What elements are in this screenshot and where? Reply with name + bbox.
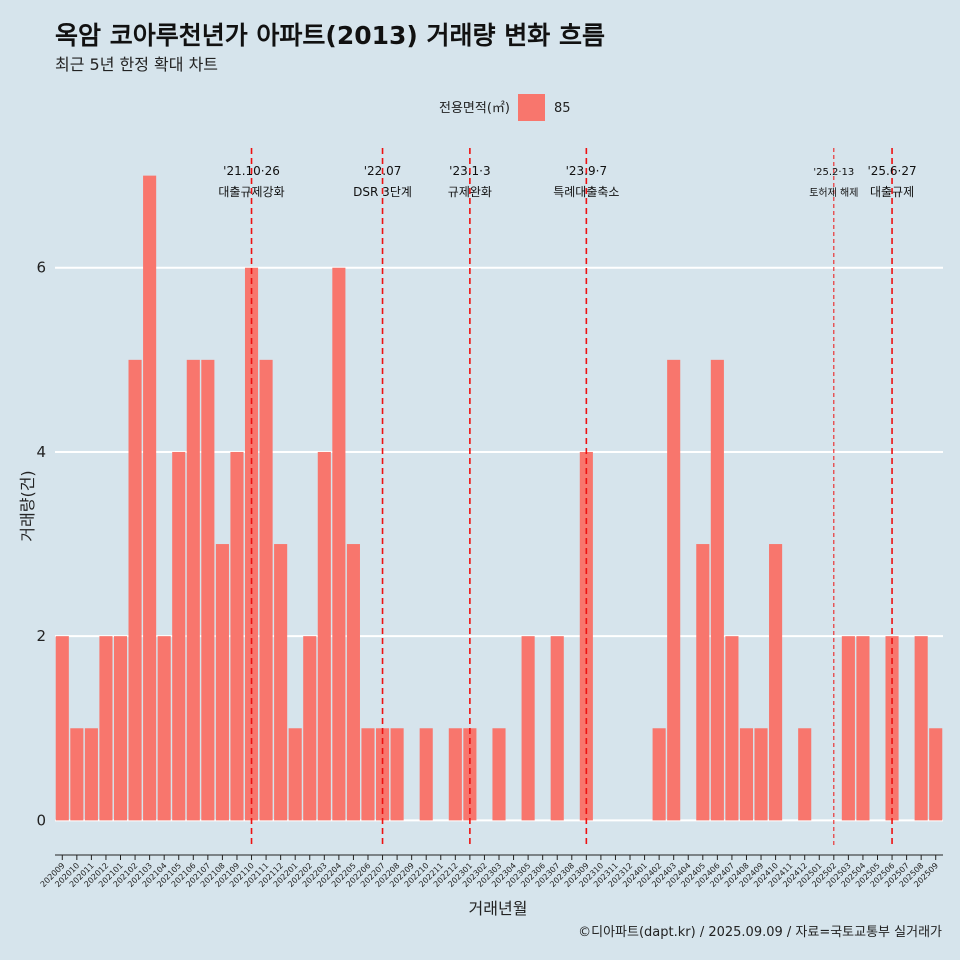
- bar-202203: [317, 451, 331, 821]
- bar-202210: [419, 728, 433, 821]
- bar-202212: [448, 728, 462, 821]
- event-date: '22.07: [364, 164, 402, 178]
- event-label: 토허제 해제: [809, 186, 858, 199]
- bar-202208: [390, 728, 404, 821]
- bar-202504: [856, 636, 870, 821]
- bar-202402: [652, 728, 666, 821]
- event-label: 특례대출축소: [553, 185, 619, 199]
- bar-202110: [244, 267, 259, 821]
- event-date: '21.10·26: [223, 164, 280, 178]
- bar-202201: [288, 728, 302, 821]
- bar-202011: [84, 728, 98, 821]
- y-tick-label: 4: [36, 443, 46, 461]
- event-markers: '21.10·26 대출규제강화 '22.07 DSR 3단계 '23.1·3 규제완화 '…: [218, 148, 917, 848]
- bar-202112: [274, 544, 288, 821]
- chart-caption: ©디아파트(dapt.kr) / 2025.09.09 / 자료=국토교통부 실…: [578, 925, 942, 940]
- event-label: 규제완화: [448, 185, 492, 199]
- bar-202503: [841, 636, 855, 821]
- bar-202012: [99, 636, 113, 821]
- bar-202105: [172, 451, 186, 821]
- bar-202509: [929, 728, 943, 821]
- event-date: '25.6·27: [867, 164, 916, 178]
- bar-202106: [186, 359, 200, 821]
- event-label: DSR 3단계: [353, 185, 412, 199]
- bar-202205: [346, 544, 360, 821]
- bar-202108: [215, 544, 229, 821]
- bar-202009: [55, 636, 69, 821]
- bar-202204: [332, 267, 346, 821]
- y-tick-label: 6: [36, 259, 46, 277]
- bar-202010: [70, 728, 84, 821]
- bar-202508: [914, 636, 928, 821]
- legend-title: 전용면적(㎡): [439, 101, 510, 116]
- event-label: 대출규제강화: [218, 185, 284, 199]
- bar-202309: [579, 451, 593, 821]
- chart-title: 옥암 코아루천년가 아파트(2013) 거래량 변화 흐름: [55, 21, 605, 50]
- y-axis-label: 거래량(건): [18, 470, 37, 541]
- bar-202407: [725, 636, 739, 821]
- bar-202410: [769, 544, 783, 821]
- bar-202305: [521, 636, 535, 821]
- y-tick-label: 2: [36, 627, 46, 645]
- bar-202109: [230, 451, 244, 821]
- bar-202408: [739, 728, 754, 821]
- bar-202206: [361, 728, 375, 821]
- legend-swatch: [518, 94, 545, 121]
- bar-202103: [143, 175, 157, 821]
- bar-202307: [550, 636, 564, 821]
- event-date: '25.2·13: [813, 167, 854, 178]
- bar-202301: [463, 728, 477, 821]
- bar-202102: [128, 359, 142, 821]
- bar-202412: [798, 728, 812, 821]
- bar-202104: [157, 636, 171, 821]
- event-date: '23.1·3: [449, 164, 490, 178]
- bar-202202: [303, 636, 317, 821]
- bar-202303: [492, 728, 506, 821]
- bar-202403: [667, 359, 681, 821]
- bar-202101: [113, 636, 128, 821]
- bar-202409: [754, 728, 768, 821]
- bar-202107: [201, 359, 215, 821]
- legend-entry-label: 85: [554, 101, 571, 116]
- x-axis-label: 거래년월: [469, 899, 528, 918]
- bar-202405: [696, 544, 710, 821]
- bar-202207: [375, 728, 390, 821]
- chart-subtitle: 최근 5년 한정 확대 차트: [55, 55, 218, 74]
- event-date: '23.9·7: [566, 164, 607, 178]
- event-label: 대출규제: [870, 185, 914, 199]
- bar-202406: [710, 359, 724, 821]
- y-tick-label: 0: [36, 811, 46, 829]
- legend: 전용면적(㎡) 85: [439, 94, 571, 121]
- bar-202111: [259, 359, 273, 821]
- bars: [55, 175, 943, 821]
